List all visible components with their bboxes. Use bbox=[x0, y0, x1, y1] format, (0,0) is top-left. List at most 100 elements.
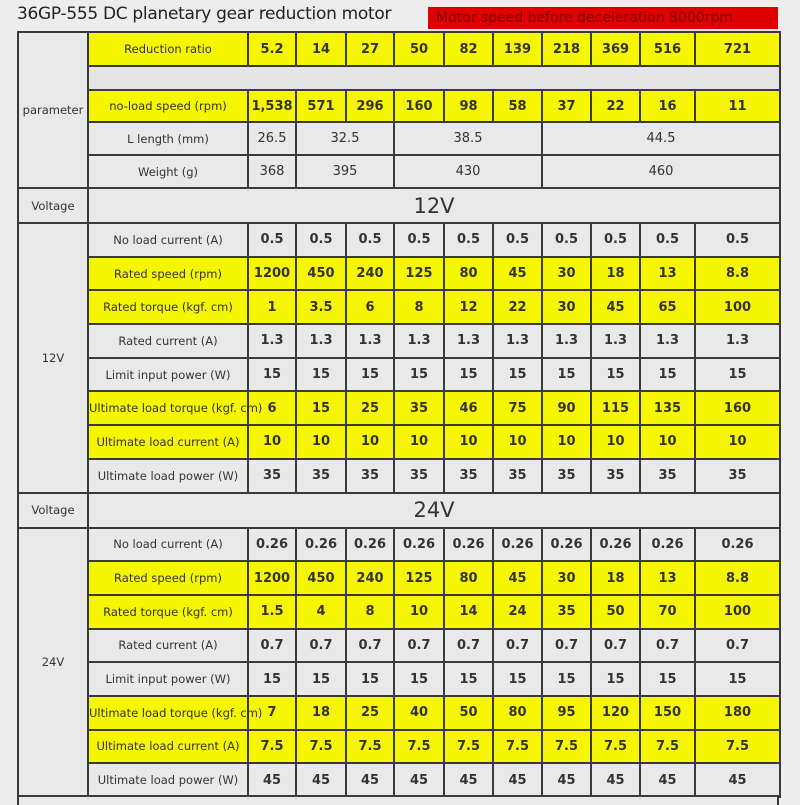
value-cell: 45 bbox=[247, 762, 297, 798]
value-cell: 35 bbox=[247, 457, 297, 494]
value-cell: 7.5 bbox=[295, 728, 347, 765]
value-cell: 0.7 bbox=[295, 627, 347, 664]
value-cell: 35 bbox=[393, 457, 445, 494]
value-cell: 0.5 bbox=[639, 222, 696, 258]
value-cell: 0.7 bbox=[345, 627, 395, 664]
value-cell: 100 bbox=[694, 289, 781, 326]
value-cell: 75 bbox=[492, 390, 543, 427]
value-cell: 8.8 bbox=[694, 560, 781, 596]
value-cell: 0.7 bbox=[694, 627, 781, 664]
value-cell: 15 bbox=[639, 661, 696, 697]
reduction-ratio-row: parameter Reduction ratio 5.2 14 27 50 82 139 21… bbox=[17, 31, 781, 189]
value-cell: 15 bbox=[345, 661, 395, 697]
value-cell: 0.26 bbox=[345, 526, 395, 563]
value-cell: 15 bbox=[590, 356, 641, 393]
value-cell: 7.5 bbox=[247, 728, 297, 765]
value-cell: 1.3 bbox=[345, 323, 395, 359]
spec-row: Ultimate load torque (kgf. cm) 6 15 25 35 46 7… bbox=[18, 390, 781, 427]
spec-row: 24V No load current (A) 0.26 0.26 0.26 0.26 0.… bbox=[17, 526, 781, 798]
value-cell: 0.7 bbox=[492, 627, 543, 664]
value-cell: 15 bbox=[247, 356, 297, 393]
value-cell: 0.7 bbox=[541, 627, 592, 664]
value-cell: 10 bbox=[443, 424, 494, 460]
value-cell: 0.5 bbox=[443, 222, 494, 258]
value-cell: 0.26 bbox=[443, 526, 494, 563]
value-cell: 7.5 bbox=[639, 728, 696, 765]
voltage-label: Voltage bbox=[17, 491, 89, 529]
value-cell: 95 bbox=[541, 694, 592, 731]
value-cell: 35 bbox=[541, 593, 592, 630]
value-cell: 65 bbox=[639, 289, 696, 326]
value-cell: 13 bbox=[639, 255, 696, 292]
value-cell: 45 bbox=[295, 762, 347, 798]
row-label: Ultimate load power (W) bbox=[87, 762, 249, 798]
value-cell: 139 bbox=[492, 31, 543, 67]
value-cell: 24 bbox=[492, 593, 543, 630]
value-cell: 15 bbox=[694, 661, 781, 697]
voltage-row: Voltage 12V bbox=[17, 187, 781, 224]
value-cell: 0.26 bbox=[295, 526, 347, 563]
voltage-label: Voltage bbox=[17, 187, 89, 224]
value-cell: 721 bbox=[694, 31, 781, 67]
value-cell: 10 bbox=[393, 593, 445, 630]
value-cell: 7.5 bbox=[345, 728, 395, 765]
value-cell: 6 bbox=[345, 289, 395, 326]
row-label: Ultimate load current (A) bbox=[87, 424, 249, 460]
spec-row: Ultimate load current (A) 7.5 7.5 7.5 7.5 7.5… bbox=[18, 728, 781, 765]
spec-row: Ultimate load current (A) 10 10 10 10 10 10 10 1… bbox=[18, 424, 781, 460]
value-cell: 80 bbox=[443, 560, 494, 596]
value-cell: 45 bbox=[492, 255, 543, 292]
page-title: 36GP-555 DC planetary gear reduction mot… bbox=[17, 4, 392, 24]
value-cell: 0.26 bbox=[541, 526, 592, 563]
value-cell: 18 bbox=[590, 255, 641, 292]
value-cell: 368 bbox=[247, 154, 297, 189]
row-label: No load current (A) bbox=[87, 526, 249, 563]
value-cell: 218 bbox=[541, 31, 592, 67]
value-cell: 45 bbox=[639, 762, 696, 798]
row-label: Rated speed (rpm) bbox=[87, 255, 249, 292]
value-cell: 44.5 bbox=[541, 121, 781, 156]
value-cell: 10 bbox=[247, 424, 297, 460]
value-cell: 395 bbox=[295, 154, 395, 189]
value-cell: 50 bbox=[590, 593, 641, 630]
value-cell: 15 bbox=[393, 661, 445, 697]
row-label: Reduction ratio bbox=[87, 31, 249, 67]
value-cell: 10 bbox=[694, 424, 781, 460]
spec-row: Rated torque (kgf. cm) 1.5 4 8 10 14 24 35 50 70 1… bbox=[18, 593, 781, 630]
value-cell: 115 bbox=[590, 390, 641, 427]
value-cell: 0.7 bbox=[393, 627, 445, 664]
value-cell: 15 bbox=[295, 356, 347, 393]
value-cell: 35 bbox=[639, 457, 696, 494]
row-label: Rated speed (rpm) bbox=[87, 560, 249, 596]
value-cell: 6 bbox=[247, 390, 297, 427]
row-label: No load current (A) bbox=[87, 222, 249, 258]
row-label: Rated torque (kgf. cm) bbox=[87, 289, 249, 326]
value-cell: 45 bbox=[443, 762, 494, 798]
value-cell: 0.7 bbox=[247, 627, 297, 664]
value-cell: 240 bbox=[345, 255, 395, 292]
value-cell: 100 bbox=[694, 593, 781, 630]
value-cell: 35 bbox=[393, 390, 445, 427]
value-cell: 1.3 bbox=[590, 323, 641, 359]
blank-row bbox=[18, 65, 781, 91]
value-cell: 40 bbox=[393, 694, 445, 731]
row-label: no-load speed (rpm) bbox=[87, 89, 249, 123]
value-cell: 180 bbox=[694, 694, 781, 731]
value-cell: 1.3 bbox=[247, 323, 297, 359]
spec-table: parameter Reduction ratio 5.2 14 27 50 82 139 21… bbox=[17, 31, 781, 798]
value-cell: 15 bbox=[694, 356, 781, 393]
value-cell: 14 bbox=[295, 31, 347, 67]
value-cell: 0.5 bbox=[590, 222, 641, 258]
value-cell: 5.2 bbox=[247, 31, 297, 67]
value-cell: 1.3 bbox=[295, 323, 347, 359]
spec-row: Rated current (A) 0.7 0.7 0.7 0.7 0.7 0.7 0.7 0.… bbox=[18, 627, 781, 664]
value-cell: 30 bbox=[541, 560, 592, 596]
value-cell: 160 bbox=[393, 89, 445, 123]
value-cell: 18 bbox=[295, 694, 347, 731]
value-cell: 450 bbox=[295, 255, 347, 292]
no-load-speed-row: no-load speed (rpm) 1,538 571 296 160 98 58 37 2… bbox=[18, 89, 781, 123]
value-cell: 35 bbox=[492, 457, 543, 494]
voltage-value: 24V bbox=[87, 491, 781, 529]
value-cell: 0.5 bbox=[393, 222, 445, 258]
row-label: Weight (g) bbox=[87, 154, 249, 189]
